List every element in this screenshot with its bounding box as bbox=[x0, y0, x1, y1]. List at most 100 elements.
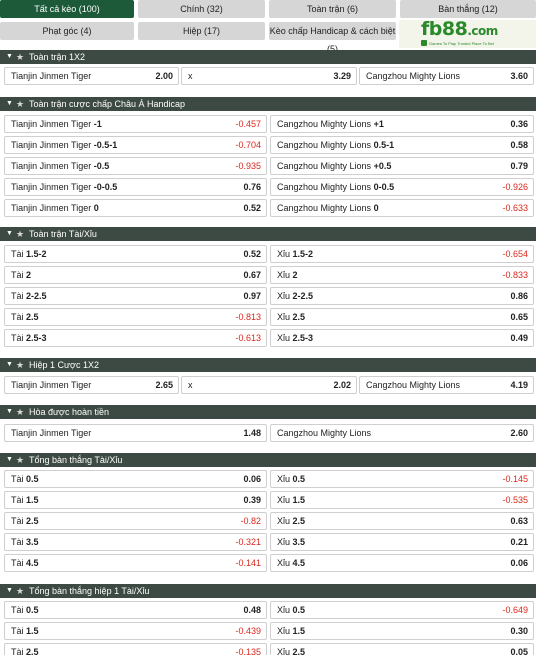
odds-cell[interactable]: Xỉu 2.5 0.65 bbox=[270, 308, 534, 326]
odds-cell-away[interactable]: Cangzhou Mighty Lions 2.60 bbox=[270, 424, 534, 442]
collapse-arrow-icon[interactable]: ▼ bbox=[6, 456, 13, 463]
odds-cell[interactable]: Xỉu 3.5 0.21 bbox=[270, 533, 534, 551]
odds-cell[interactable]: Xỉu 2-2.5 0.86 bbox=[270, 287, 534, 305]
star-icon[interactable]: ★ bbox=[16, 586, 25, 596]
star-icon[interactable]: ★ bbox=[16, 407, 25, 417]
odd-value: -0.926 bbox=[502, 182, 528, 192]
selection-label: Xỉu bbox=[277, 474, 291, 484]
odds-cell-home[interactable]: Tianjin Jinmen Tiger 1.48 bbox=[4, 424, 267, 442]
tab-corners[interactable]: Phạt góc (4) bbox=[0, 22, 134, 40]
odds-cell-draw[interactable]: x 3.29 bbox=[181, 67, 357, 85]
odds-cell[interactable]: Cangzhou Mighty Lions 0-0.5 -0.926 bbox=[270, 178, 534, 196]
tab-full-time[interactable]: Toàn trận (6) bbox=[269, 0, 396, 18]
collapse-arrow-icon[interactable]: ▼ bbox=[6, 53, 13, 60]
fb88-logo[interactable]: fb88.com Games To Play Trusted Place To … bbox=[399, 20, 536, 48]
selection-label: Tài bbox=[11, 495, 24, 505]
section-header-draw-no-bet[interactable]: ▼ ★ Hòa được hoàn tiền bbox=[0, 405, 536, 419]
odds-cell[interactable]: Tianjin Jinmen Tiger -1 -0.457 bbox=[4, 115, 267, 133]
tab-all[interactable]: Tất cả kèo (100) bbox=[0, 0, 134, 18]
odds-cell[interactable]: Cangzhou Mighty Lions 0.5-1 0.58 bbox=[270, 136, 534, 154]
odds-cell[interactable]: Cangzhou Mighty Lions +1 0.36 bbox=[270, 115, 534, 133]
section-header-total-goals[interactable]: ▼ ★ Tổng bàn thắng Tài/Xỉu bbox=[0, 453, 536, 467]
tab-goals[interactable]: Bàn thắng (12) bbox=[400, 0, 536, 18]
odds-cell[interactable]: Tài 2.5 -0.82 bbox=[4, 512, 267, 530]
handicap-line: 2.5-3 bbox=[26, 333, 47, 343]
selection-label: Tianjin Jinmen Tiger bbox=[11, 140, 92, 150]
selection-name: Tài 0.5 bbox=[11, 602, 39, 618]
odds-cell-home[interactable]: Tianjin Jinmen Tiger 2.65 bbox=[4, 376, 179, 394]
tab-main[interactable]: Chính (32) bbox=[138, 0, 265, 18]
odds-cell[interactable]: Tianjin Jinmen Tiger -0.5-1 -0.704 bbox=[4, 136, 267, 154]
odds-cell[interactable]: Tianjin Jinmen Tiger -0.5 -0.935 bbox=[4, 157, 267, 175]
collapse-arrow-icon[interactable]: ▼ bbox=[6, 587, 13, 594]
odds-cell[interactable]: Xỉu 0.5 -0.649 bbox=[270, 601, 534, 619]
odds-cell[interactable]: Tài 1.5 0.39 bbox=[4, 491, 267, 509]
section-header-asian-handicap[interactable]: ▼ ★ Toàn trận cược chấp Châu Á Handicap bbox=[0, 97, 536, 111]
odds-cell[interactable]: Xỉu 1.5-2 -0.654 bbox=[270, 245, 534, 263]
selection-name: Xỉu 0.5 bbox=[277, 602, 305, 618]
odds-cell[interactable]: Tài 3.5 -0.321 bbox=[4, 533, 267, 551]
tab-half[interactable]: Hiệp (17) bbox=[138, 22, 265, 40]
odds-cell-home[interactable]: Tianjin Jinmen Tiger 2.00 bbox=[4, 67, 179, 85]
star-icon[interactable]: ★ bbox=[16, 229, 25, 239]
selection-label: Tài bbox=[11, 333, 24, 343]
section-header-fulltime-1x2[interactable]: ▼ ★ Toàn trận 1X2 bbox=[0, 50, 536, 64]
selection-name: Tài 1.5 bbox=[11, 623, 39, 639]
selection-label: Tài bbox=[11, 647, 24, 655]
handicap-line: 3.5 bbox=[292, 537, 306, 547]
section-header-over-under[interactable]: ▼ ★ Toàn trận Tài/Xỉu bbox=[0, 227, 536, 241]
tab-handicap[interactable]: Kèo chấp Handicap & cách biệt (5) bbox=[269, 22, 396, 54]
odds-cell[interactable]: Xỉu 2.5 0.05 bbox=[270, 643, 534, 655]
odd-value: -0.613 bbox=[235, 333, 261, 343]
star-icon[interactable]: ★ bbox=[16, 52, 25, 62]
odds-cell[interactable]: Tài 2.5 -0.135 bbox=[4, 643, 267, 655]
odds-cell[interactable]: Tianjin Jinmen Tiger -0-0.5 0.76 bbox=[4, 178, 267, 196]
collapse-arrow-icon[interactable]: ▼ bbox=[6, 361, 13, 368]
star-icon[interactable]: ★ bbox=[16, 360, 25, 370]
section-header-half1-total-goals[interactable]: ▼ ★ Tổng bàn thắng hiệp 1 Tài/Xỉu bbox=[0, 584, 536, 598]
handicap-line: 2.5 bbox=[26, 647, 39, 655]
odds-cell[interactable]: Xỉu 2.5-3 0.49 bbox=[270, 329, 534, 347]
odds-cell[interactable]: Xỉu 2 -0.833 bbox=[270, 266, 534, 284]
odd-value: -0.135 bbox=[235, 647, 261, 655]
star-icon[interactable]: ★ bbox=[16, 455, 25, 465]
odds-cell[interactable]: Tài 2 0.67 bbox=[4, 266, 267, 284]
odds-cell[interactable]: Xỉu 2.5 0.63 bbox=[270, 512, 534, 530]
selection-label: Xỉu bbox=[277, 333, 291, 343]
handicap-line: 2 bbox=[292, 270, 298, 280]
odds-cell-away[interactable]: Cangzhou Mighty Lions 4.19 bbox=[359, 376, 534, 394]
odd-value: -0.833 bbox=[502, 270, 528, 280]
odds-cell[interactable]: Tài 0.5 0.06 bbox=[4, 470, 267, 488]
odds-cell[interactable]: Tài 4.5 -0.141 bbox=[4, 554, 267, 572]
odds-cell-draw[interactable]: x 2.02 bbox=[181, 376, 357, 394]
handicap-line: 4.5 bbox=[26, 558, 39, 568]
section-header-half1-1x2[interactable]: ▼ ★ Hiệp 1 Cược 1X2 bbox=[0, 358, 536, 372]
odds-cell[interactable]: Tài 2-2.5 0.97 bbox=[4, 287, 267, 305]
odds-cell-away[interactable]: Cangzhou Mighty Lions 3.60 bbox=[359, 67, 534, 85]
odds-cell[interactable]: Cangzhou Mighty Lions 0 -0.633 bbox=[270, 199, 534, 217]
odd-value: 0.21 bbox=[510, 537, 528, 547]
odds-cell[interactable]: Tài 2.5-3 -0.613 bbox=[4, 329, 267, 347]
section-title: Toàn trận Tài/Xỉu bbox=[29, 229, 97, 239]
odds-cell[interactable]: Tài 1.5 -0.439 bbox=[4, 622, 267, 640]
collapse-arrow-icon[interactable]: ▼ bbox=[6, 100, 13, 107]
odds-cell[interactable]: Tài 1.5-2 0.52 bbox=[4, 245, 267, 263]
selection-name: Tài 1.5 bbox=[11, 492, 39, 508]
odds-cell[interactable]: Cangzhou Mighty Lions +0.5 0.79 bbox=[270, 157, 534, 175]
star-icon[interactable]: ★ bbox=[16, 99, 25, 109]
odds-cell[interactable]: Tài 0.5 0.48 bbox=[4, 601, 267, 619]
handicap-line: 2 bbox=[26, 270, 32, 280]
odd-value: 2.00 bbox=[155, 71, 173, 81]
odds-cell[interactable]: Xỉu 4.5 0.06 bbox=[270, 554, 534, 572]
section-title: Tổng bàn thắng Tài/Xỉu bbox=[29, 455, 123, 465]
odds-cell[interactable]: Xỉu 0.5 -0.145 bbox=[270, 470, 534, 488]
odd-value: 0.48 bbox=[243, 605, 261, 615]
odds-cell[interactable]: Tianjin Jinmen Tiger 0 0.52 bbox=[4, 199, 267, 217]
handicap-line: +0.5 bbox=[373, 161, 392, 171]
collapse-arrow-icon[interactable]: ▼ bbox=[6, 408, 13, 415]
odds-cell[interactable]: Xỉu 1.5 -0.535 bbox=[270, 491, 534, 509]
odds-cell[interactable]: Tài 2.5 -0.813 bbox=[4, 308, 267, 326]
odds-cell[interactable]: Xỉu 1.5 0.30 bbox=[270, 622, 534, 640]
collapse-arrow-icon[interactable]: ▼ bbox=[6, 230, 13, 237]
selection-name: Cangzhou Mighty Lions 0 bbox=[277, 200, 379, 216]
